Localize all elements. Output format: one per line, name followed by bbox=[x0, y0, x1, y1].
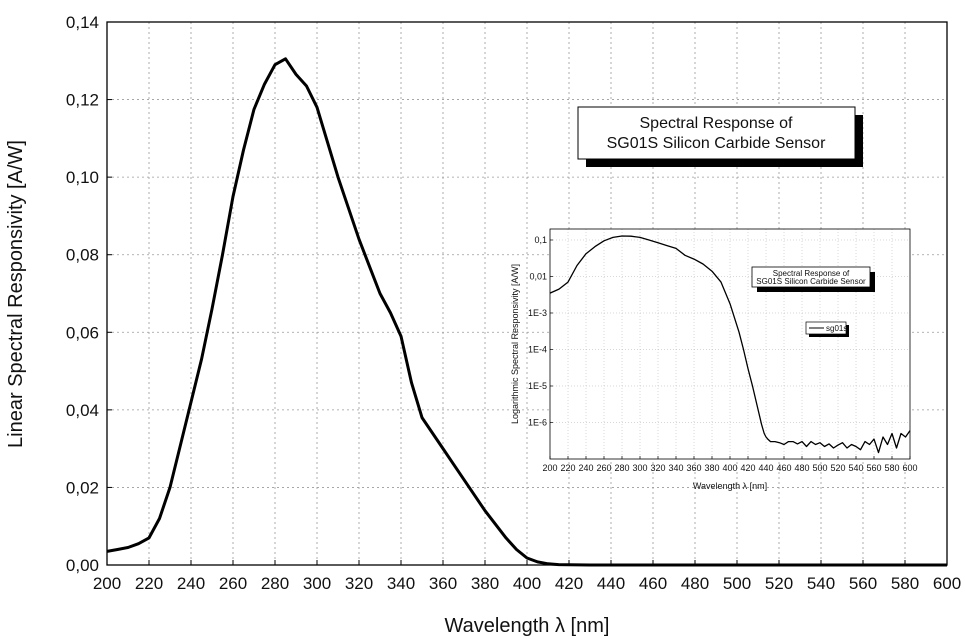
main-title-box: Spectral Response of SG01S Silicon Carbi… bbox=[577, 106, 863, 167]
main-y-tick-label: 0,08 bbox=[66, 246, 99, 265]
inset-x-tick-label: 200 bbox=[542, 463, 557, 473]
main-y-axis-label: Linear Spectral Responsivity [A/W] bbox=[5, 140, 27, 448]
main-title-line-1: Spectral Response of bbox=[640, 115, 794, 132]
main-y-tick-label: 0,10 bbox=[66, 168, 99, 187]
inset-x-tick-label: 300 bbox=[632, 463, 647, 473]
inset-x-tick-label: 480 bbox=[794, 463, 809, 473]
main-y-tick-label: 0,12 bbox=[66, 91, 99, 110]
main-x-tick-label: 460 bbox=[639, 574, 667, 593]
main-y-ticks: 0,00 0,02 0,04 0,06 0,08 0,10 0,12 0,14 bbox=[66, 13, 112, 575]
inset-x-tick-label: 260 bbox=[596, 463, 611, 473]
inset-x-tick-label: 320 bbox=[650, 463, 665, 473]
main-x-tick-label: 520 bbox=[765, 574, 793, 593]
inset-x-tick-label: 460 bbox=[776, 463, 791, 473]
inset-series-line bbox=[549, 235, 911, 454]
main-x-tick-label: 260 bbox=[219, 574, 247, 593]
inset-y-tick-label: 0,01 bbox=[529, 271, 547, 281]
inset-y-axis-label: Logarithmic Spectral Responsivity [A/W] bbox=[510, 264, 520, 424]
inset-legend-label: sg01s bbox=[826, 324, 847, 333]
main-x-tick-label: 440 bbox=[597, 574, 625, 593]
main-x-tick-label: 280 bbox=[261, 574, 289, 593]
inset-x-tick-label: 240 bbox=[578, 463, 593, 473]
inset-x-tick-label: 560 bbox=[866, 463, 881, 473]
inset-y-tick-label: 1E-6 bbox=[528, 417, 547, 427]
main-x-tick-label: 400 bbox=[513, 574, 541, 593]
main-x-tick-label: 580 bbox=[891, 574, 919, 593]
inset-x-tick-label: 540 bbox=[848, 463, 863, 473]
main-y-tick-label: 0,06 bbox=[66, 323, 99, 342]
main-x-tick-label: 380 bbox=[471, 574, 499, 593]
main-x-tick-label: 320 bbox=[345, 574, 373, 593]
inset-title-line-2: SG01S Silicon Carbide Sensor bbox=[756, 277, 866, 286]
main-x-tick-label: 340 bbox=[387, 574, 415, 593]
inset-x-tick-label: 600 bbox=[902, 463, 917, 473]
inset-x-tick-label: 340 bbox=[668, 463, 683, 473]
main-x-tick-label: 420 bbox=[555, 574, 583, 593]
main-x-tick-label: 560 bbox=[849, 574, 877, 593]
inset-x-tick-label: 580 bbox=[884, 463, 899, 473]
inset-x-tick-label: 420 bbox=[740, 463, 755, 473]
main-x-tick-label: 360 bbox=[429, 574, 457, 593]
inset-x-tick-label: 380 bbox=[704, 463, 719, 473]
main-x-axis-label: Wavelength λ [nm] bbox=[445, 615, 610, 637]
main-x-tick-label: 500 bbox=[723, 574, 751, 593]
inset-x-axis-label: Wavelength λ [nm] bbox=[693, 481, 767, 491]
inset-x-tick-label: 440 bbox=[758, 463, 773, 473]
inset-y-tick-label: 1E-4 bbox=[528, 344, 547, 354]
inset-legend: sg01s bbox=[805, 321, 849, 337]
main-x-ticks: 200 220 240 260 280 300 320 340 360 380 400 420 440 4… bbox=[93, 560, 961, 593]
main-x-tick-label: 480 bbox=[681, 574, 709, 593]
main-y-tick-label: 0,02 bbox=[66, 478, 99, 497]
inset-x-tick-label: 360 bbox=[686, 463, 701, 473]
main-x-tick-label: 220 bbox=[135, 574, 163, 593]
inset-y-ticks: 0,1 0,01 1E-3 1E-4 1E-5 1E-6 bbox=[528, 235, 553, 427]
inset-legend-box bbox=[805, 321, 847, 335]
inset-x-ticks: 200 220 240 260 280 300 320 340 360 380 400 420 440 4… bbox=[542, 456, 918, 473]
inset-chart: 200 220 240 260 280 300 320 340 360 380 400 420 440 4… bbox=[510, 228, 918, 491]
main-x-tick-label: 600 bbox=[933, 574, 961, 593]
inset-grid bbox=[550, 229, 910, 459]
main-x-tick-label: 540 bbox=[807, 574, 835, 593]
main-title-panel bbox=[577, 106, 856, 160]
main-x-tick-label: 240 bbox=[177, 574, 205, 593]
inset-title-panel bbox=[751, 266, 871, 288]
main-x-tick-label: 300 bbox=[303, 574, 331, 593]
inset-y-tick-label: 0,1 bbox=[534, 235, 547, 245]
inset-y-tick-label: 1E-3 bbox=[528, 308, 547, 318]
inset-x-tick-label: 400 bbox=[722, 463, 737, 473]
main-y-tick-label: 0,14 bbox=[66, 13, 99, 32]
inset-x-tick-label: 520 bbox=[830, 463, 845, 473]
inset-x-tick-label: 500 bbox=[812, 463, 827, 473]
inset-x-tick-label: 280 bbox=[614, 463, 629, 473]
main-title-line-2: SG01S Silicon Carbide Sensor bbox=[607, 135, 826, 152]
main-x-tick-label: 200 bbox=[93, 574, 121, 593]
inset-title-line-1: Spectral Response of bbox=[773, 269, 850, 278]
main-y-tick-label: 0,00 bbox=[66, 556, 99, 575]
main-series-line bbox=[106, 57, 947, 567]
main-y-tick-label: 0,04 bbox=[66, 401, 99, 420]
inset-y-tick-label: 1E-5 bbox=[528, 381, 547, 391]
inset-x-tick-label: 220 bbox=[560, 463, 575, 473]
